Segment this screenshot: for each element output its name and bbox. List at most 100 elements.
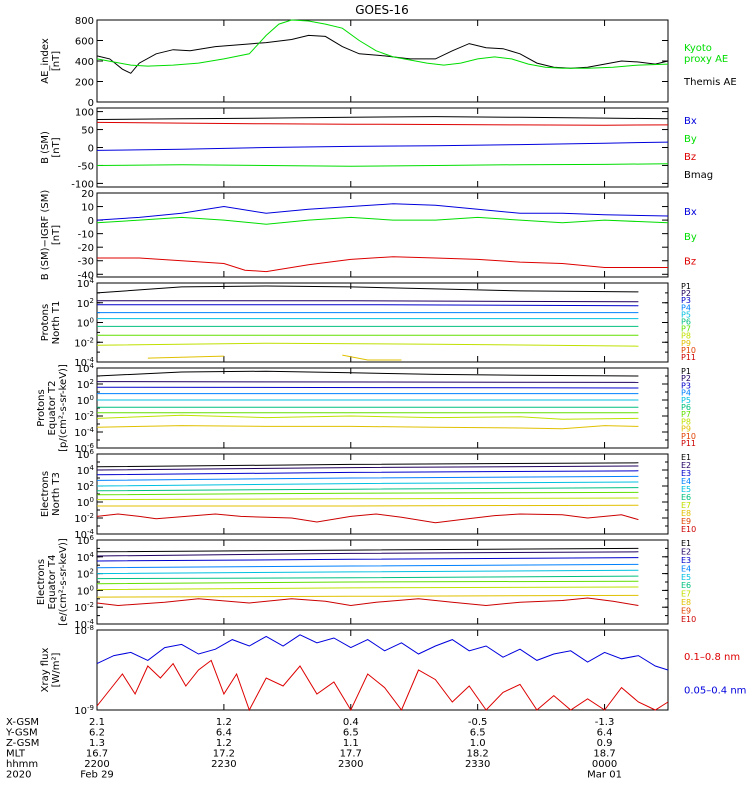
legend-entry: Bz xyxy=(684,257,696,268)
y-tick-label: 10-9 xyxy=(74,704,94,717)
x-row-value: 0000 xyxy=(592,759,617,770)
y-tick-label: 0 xyxy=(88,98,94,109)
y-axis-label: [nT] xyxy=(51,51,62,71)
x-row-label: 2020 xyxy=(6,770,31,781)
y-axis-label: Electrons xyxy=(36,559,47,605)
legend-entry: E7 xyxy=(681,590,691,599)
y-axis-label: North T3 xyxy=(51,472,62,516)
series-e7 xyxy=(96,580,639,585)
series-bmag xyxy=(96,116,669,120)
panel-protons-t1: 104 102 100 10-2 10-4 Protons North T1 P1P2P3P4… xyxy=(40,277,696,369)
series-by xyxy=(96,163,669,167)
series-p1 xyxy=(96,370,639,377)
legend-entry: E8 xyxy=(681,509,691,518)
series-p2 xyxy=(97,300,639,303)
x-row-value: 6.2 xyxy=(89,728,105,739)
y-tick-label: 10-4 xyxy=(74,426,94,439)
y-tick-label: 10-4 xyxy=(74,618,94,631)
legend-entry: P9 xyxy=(681,425,691,434)
y-tick-label: 800 xyxy=(75,16,94,27)
x-row-value: 18.7 xyxy=(593,749,615,760)
legend-entry: P5 xyxy=(681,310,691,319)
legend-entry: Bx xyxy=(684,116,697,127)
panel-xray: 10-8 10-9 Xray flux [W/m²] 0.1–0.8 nm 0.05–0.… xyxy=(40,624,746,717)
legend-entry: P11 xyxy=(681,439,696,448)
series-themis-ae xyxy=(96,34,669,74)
legend-entry: P10 xyxy=(681,346,696,355)
series-e3 xyxy=(96,557,639,562)
legend-entry: E5 xyxy=(681,485,691,494)
x-row-value: 17.2 xyxy=(213,749,235,760)
x-row-value: 2230 xyxy=(211,759,236,770)
series-e7 xyxy=(96,491,639,496)
legend-entry: 0.05–0.4 nm xyxy=(684,685,746,696)
series-e2 xyxy=(96,551,639,557)
series-p10 xyxy=(342,354,402,361)
y-axis-label: [W/m²] xyxy=(51,652,62,687)
series-p3 xyxy=(97,304,639,307)
legend-entry: E2 xyxy=(681,461,691,470)
y-tick-label: 10-2 xyxy=(74,410,94,423)
legend-entry: By xyxy=(684,232,697,243)
legend-entry: E7 xyxy=(681,501,691,510)
y-tick-label: 10-8 xyxy=(74,624,94,637)
legend-entry: P3 xyxy=(681,296,691,305)
x-row-value: 17.7 xyxy=(340,749,362,760)
series-e3 xyxy=(96,470,639,476)
legend-entry: E9 xyxy=(681,607,691,616)
series-p3 xyxy=(96,386,639,389)
y-tick-label: -10 xyxy=(78,230,94,241)
x-row-label: Y-GSM xyxy=(5,728,38,739)
x-row-value: 6.5 xyxy=(470,728,486,739)
panel-frame xyxy=(96,192,669,278)
y-tick-label: 10-2 xyxy=(74,512,94,525)
x-row-value: Mar 01 xyxy=(587,770,622,781)
y-axis-label: Electrons xyxy=(40,471,51,517)
series-e10 xyxy=(96,597,639,607)
legend-entry: P2 xyxy=(681,374,691,383)
y-axis-label: B (SM) xyxy=(40,131,51,164)
y-tick-label: 106 xyxy=(77,534,95,547)
y-tick-label: -20 xyxy=(78,243,94,254)
y-axis-label: [nT] xyxy=(51,137,62,157)
legend-entry: E10 xyxy=(681,525,696,534)
y-axis-label: [p/(cm²-s-sr-keV)] xyxy=(58,364,69,452)
x-row-value: -1.3 xyxy=(595,717,615,728)
y-tick-label: 10-4 xyxy=(74,356,94,369)
y-tick-label: 50 xyxy=(81,126,94,137)
x-row-value: 6.4 xyxy=(597,728,613,739)
chart-title: GOES-16 xyxy=(355,3,409,17)
y-axis-label: B (SM)−IGRF (SM) xyxy=(40,190,51,281)
y-tick-label: 104 xyxy=(77,362,95,375)
legend-entry: proxy AE xyxy=(684,54,728,65)
legend-entry: Bz xyxy=(684,152,696,163)
y-tick-label: 102 xyxy=(77,378,94,391)
x-row-value: 6.5 xyxy=(343,728,359,739)
series-by xyxy=(96,216,669,225)
x-row-value: 16.7 xyxy=(86,749,108,760)
y-tick-label: 104 xyxy=(77,464,95,477)
series-e6 xyxy=(96,487,639,492)
y-axis-label: AE_index xyxy=(40,38,51,84)
legend-entry: Themis AE xyxy=(683,77,737,88)
series-e1 xyxy=(96,547,639,553)
y-axis-label: Protons xyxy=(40,304,51,341)
y-tick-label: 100 xyxy=(77,584,94,597)
y-axis-label: Equator T2 xyxy=(47,381,58,436)
y-tick-label: 0 xyxy=(88,144,94,155)
series-0-05-0-4-nm xyxy=(96,634,669,671)
y-tick-label: 102 xyxy=(77,568,94,581)
legend-entry: 0.1–0.8 nm xyxy=(684,652,740,663)
y-tick-label: 10-2 xyxy=(74,601,94,614)
y-tick-label: -50 xyxy=(78,161,94,172)
x-row-value: 1.2 xyxy=(216,717,232,728)
y-tick-label: 600 xyxy=(75,37,94,48)
legend-entry: E3 xyxy=(681,556,691,565)
legend-entry: P7 xyxy=(681,410,691,419)
series-e9 xyxy=(96,594,639,598)
x-row-value: 2330 xyxy=(465,759,490,770)
series-e4 xyxy=(96,475,639,481)
y-tick-label: 104 xyxy=(77,277,95,290)
x-row-value: 2.1 xyxy=(89,717,105,728)
